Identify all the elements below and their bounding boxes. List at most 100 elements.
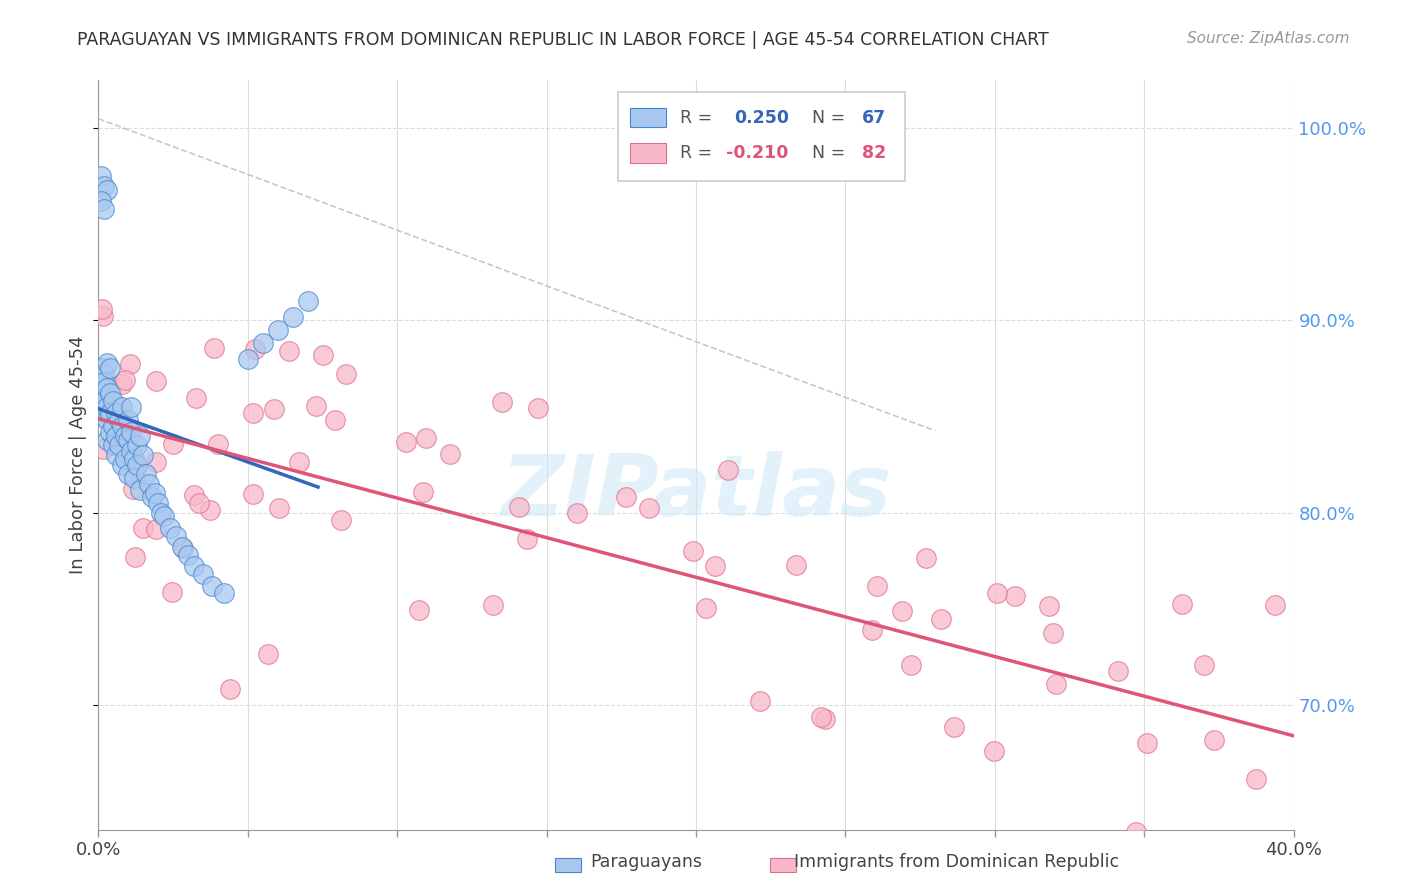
Point [329, 513, 352, 527]
Point [90, 390, 112, 404]
Point [117, 413, 139, 427]
Point [141, 490, 163, 504]
Point [90, 361, 112, 376]
Point [1244, 772, 1267, 786]
Point [277, 344, 299, 359]
Point [114, 428, 136, 442]
Point [614, 490, 637, 504]
Point [135, 467, 157, 482]
Point [96, 400, 118, 414]
Point [1107, 664, 1129, 678]
Point [93, 409, 115, 424]
Point [187, 496, 209, 510]
Point [242, 406, 264, 420]
Point [124, 549, 146, 564]
Point [93, 368, 115, 382]
Point [90, 169, 112, 184]
Point [93, 178, 115, 193]
Point [900, 657, 922, 672]
Point [219, 681, 242, 696]
Point [305, 400, 328, 414]
Point [103, 438, 125, 452]
Point [191, 567, 214, 582]
Point [183, 559, 205, 574]
Point [90, 194, 112, 209]
Point [132, 521, 155, 535]
Point [114, 373, 136, 387]
Point [335, 367, 357, 381]
Point [1045, 677, 1067, 691]
Point [287, 455, 309, 469]
Point [103, 394, 125, 409]
Point [111, 377, 134, 392]
Point [145, 374, 167, 388]
Point [111, 419, 134, 434]
Text: N =: N = [811, 144, 851, 162]
Point [93, 309, 115, 323]
Point [695, 601, 717, 615]
Point [439, 447, 461, 461]
Point [703, 558, 725, 573]
Point [105, 428, 128, 442]
Text: PARAGUAYAN VS IMMIGRANTS FROM DOMINICAN REPUBLIC IN LABOR FORCE | AGE 45-54 CORR: PARAGUAYAN VS IMMIGRANTS FROM DOMINICAN … [77, 31, 1049, 49]
Point [891, 604, 914, 618]
Text: R =: R = [681, 109, 718, 127]
Point [98, 425, 122, 439]
Point [212, 586, 235, 600]
Point [1125, 824, 1147, 838]
Point [93, 375, 115, 389]
Point [1171, 597, 1194, 611]
Point [105, 406, 128, 420]
Point [186, 392, 208, 406]
Point [145, 522, 167, 536]
Point [1042, 626, 1064, 640]
Point [183, 488, 205, 502]
Point [297, 294, 319, 309]
Point [138, 476, 160, 491]
Point [177, 548, 200, 562]
Point [810, 710, 832, 724]
Point [527, 401, 550, 415]
Text: Paraguayans: Paraguayans [591, 853, 703, 871]
Text: 82: 82 [862, 144, 886, 162]
Point [118, 357, 141, 371]
Point [252, 336, 274, 351]
Point [207, 437, 229, 451]
Point [749, 693, 772, 707]
Point [148, 496, 170, 510]
Point [108, 413, 131, 427]
Point [395, 435, 418, 450]
Point [125, 462, 148, 476]
Point [103, 419, 125, 434]
Point [96, 413, 118, 427]
Point [682, 543, 704, 558]
Point [267, 323, 290, 337]
Point [860, 623, 883, 637]
Point [117, 467, 139, 482]
Point [96, 356, 118, 370]
Bar [630, 108, 666, 128]
Point [638, 501, 661, 516]
Point [201, 578, 224, 592]
Point [1038, 599, 1060, 614]
Point [120, 444, 142, 458]
Point [153, 509, 176, 524]
Point [717, 463, 740, 477]
Point [1004, 589, 1026, 603]
Text: Immigrants from Dominican Republic: Immigrants from Dominican Republic [794, 853, 1119, 871]
Point [111, 458, 134, 472]
Point [323, 413, 346, 427]
Point [243, 343, 266, 357]
Point [111, 400, 134, 414]
Text: 67: 67 [862, 109, 886, 127]
Text: Source: ZipAtlas.com: Source: ZipAtlas.com [1187, 31, 1350, 46]
FancyBboxPatch shape [619, 92, 905, 181]
Point [145, 455, 167, 469]
Point [482, 599, 505, 613]
Point [814, 712, 837, 726]
Point [415, 431, 437, 445]
Point [943, 720, 966, 734]
Point [98, 361, 122, 376]
Point [408, 603, 430, 617]
Point [120, 425, 142, 439]
